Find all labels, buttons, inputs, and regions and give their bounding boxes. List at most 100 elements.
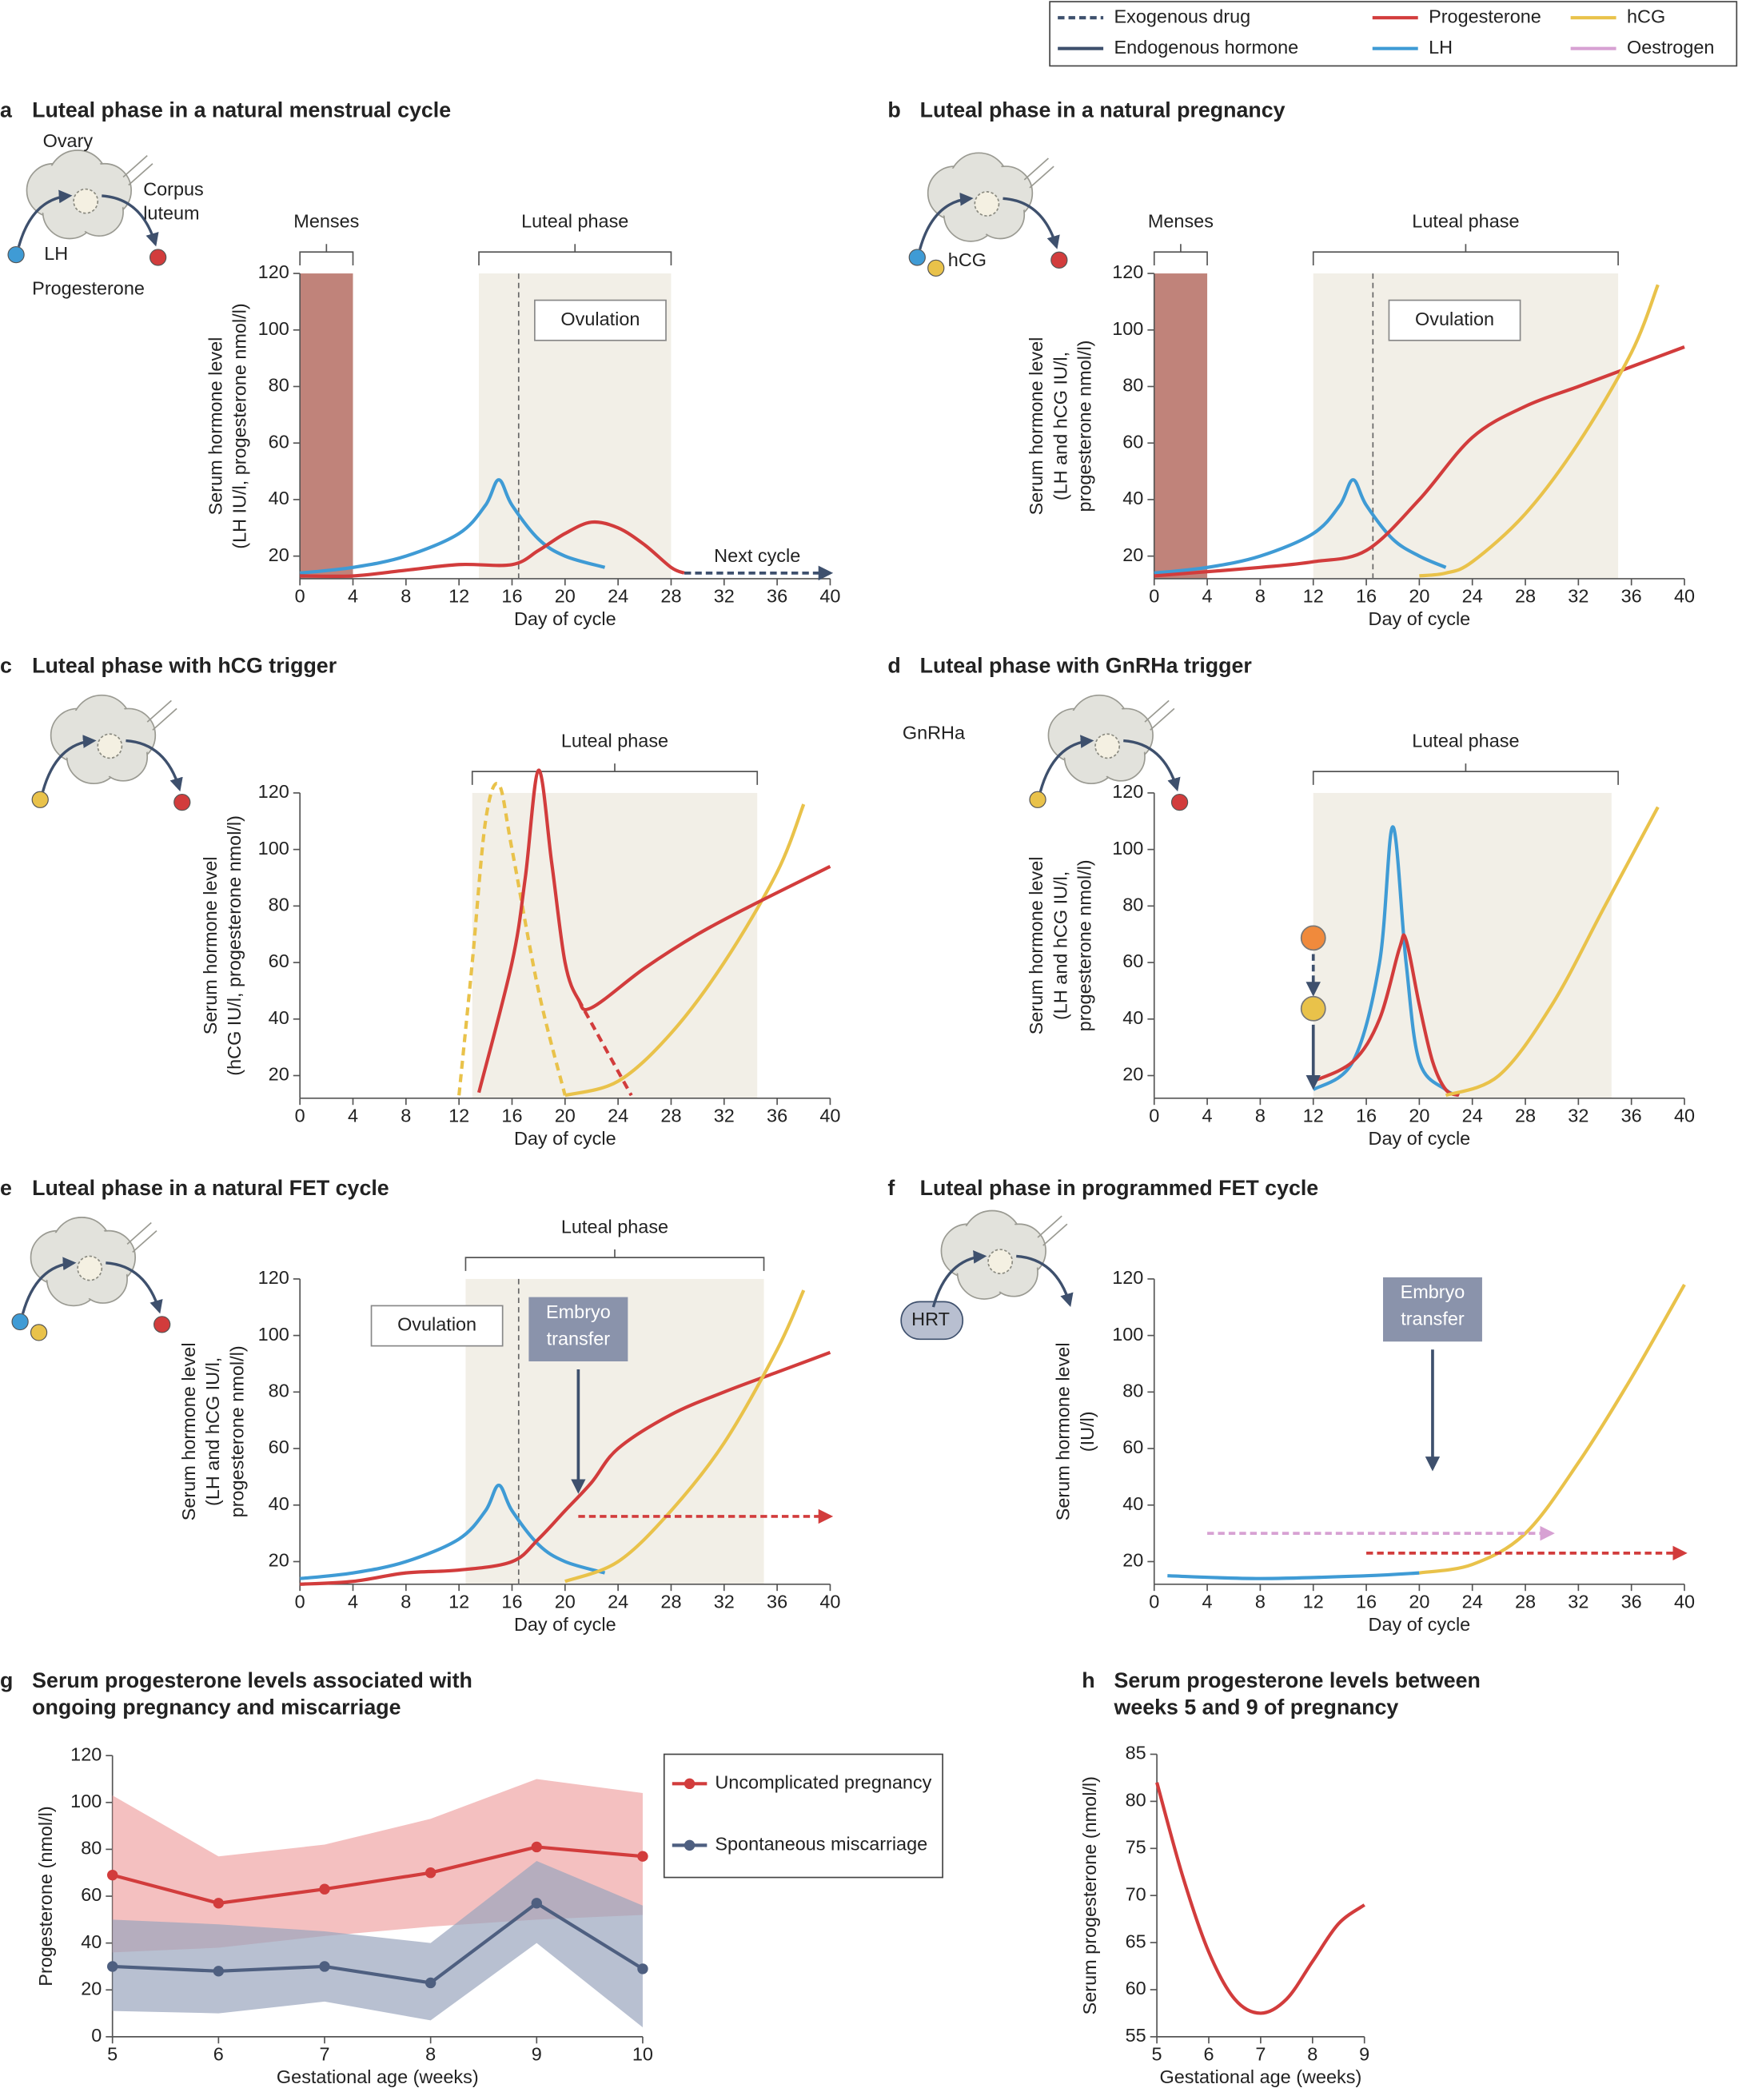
panel-title: Luteal phase in a natural FET cycle [32, 1176, 389, 1200]
x-tick-label: 12 [1303, 1591, 1324, 1612]
y-tick-label: 40 [269, 1493, 289, 1514]
y-axis-label: (LH and hCG IU/l, [1050, 352, 1070, 500]
y-axis-label: Serum hormone level [205, 337, 226, 516]
y-tick-label: 80 [1126, 1790, 1146, 1811]
callout-box [370, 1305, 504, 1347]
panel-letter: f [887, 1176, 895, 1200]
y-tick-label: 80 [1122, 375, 1143, 396]
x-tick-label: 40 [819, 586, 840, 607]
x-axis-label: Day of cycle [1369, 1128, 1471, 1149]
y-axis-label: progesterone nmol/l) [226, 1345, 247, 1517]
point [213, 1898, 225, 1909]
y-tick-label: 20 [81, 1978, 102, 1998]
y-axis-label: (hCG IU/l, progesterone nmol/l) [224, 815, 245, 1076]
series-line [1312, 825, 1460, 1098]
y-axis-label: Serum progesterone (nmol/l) [1079, 1776, 1100, 2014]
ovary-stalk [1037, 1215, 1068, 1246]
y-tick-label: 60 [1122, 431, 1143, 452]
x-tick-label: 32 [1568, 1105, 1589, 1126]
bracket [1312, 244, 1619, 266]
y-tick-label: 80 [269, 895, 289, 915]
hormone-dot [908, 249, 926, 266]
legend-label: Oestrogen [1627, 37, 1714, 58]
x-axis-label: Day of cycle [514, 1128, 616, 1149]
x-tick-label: 4 [1202, 1591, 1213, 1612]
bracket-label: Menses [1148, 211, 1214, 232]
bracket [464, 1249, 765, 1271]
y-tick-label: 40 [1122, 1007, 1143, 1028]
ovary-stalk [1144, 699, 1175, 731]
y-tick-label: 120 [70, 1743, 102, 1764]
icon-arrow [1016, 1254, 1074, 1307]
y-axis-label: (LH and hCG IU/l, [202, 1357, 223, 1506]
x-tick-label: 24 [608, 586, 628, 607]
y-axis-label: progesterone nmol/l) [1074, 341, 1095, 512]
panel-letter: c [0, 654, 12, 678]
region [1154, 273, 1208, 579]
y-tick-label: 55 [1126, 2025, 1146, 2046]
x-tick-label: 4 [348, 1105, 358, 1126]
point [106, 1869, 118, 1881]
x-tick-label: 8 [1255, 586, 1266, 607]
x-tick-label: 20 [1409, 586, 1429, 607]
y-tick-label: 120 [258, 781, 289, 802]
arrow-label: Embryo [546, 1301, 611, 1322]
x-tick-label: 36 [767, 586, 787, 607]
point [106, 1961, 118, 1972]
panel-title: Luteal phase in a natural menstrual cycl… [32, 98, 451, 122]
y-tick-label: 85 [1126, 1743, 1146, 1763]
point [637, 1963, 648, 1974]
ovulation-label: Ovulation [397, 1314, 476, 1335]
icon-label: HRT [911, 1309, 950, 1329]
y-tick-label: 100 [1112, 1324, 1143, 1345]
x-tick-label: 28 [1515, 1105, 1536, 1126]
arrow-label: transfer [547, 1328, 611, 1349]
x-tick-label: 8 [401, 1591, 411, 1612]
y-tick-label: 120 [1112, 261, 1143, 282]
series-line [564, 803, 806, 1098]
x-tick-label: 28 [660, 586, 681, 607]
y-tick-label: 20 [1122, 544, 1143, 565]
series-line [1419, 284, 1660, 578]
hrt-pill [900, 1301, 964, 1341]
point [425, 1977, 436, 1989]
panel-title: weeks 5 and 9 of pregnancy [1114, 1696, 1399, 1719]
point [319, 1883, 330, 1895]
x-tick-label: 20 [1409, 1105, 1429, 1126]
icon-arrow [102, 194, 159, 247]
x-tick-label: 24 [608, 1105, 628, 1126]
x-tick-label: 7 [319, 2044, 329, 2065]
legend-label: Uncomplicated pregnancy [715, 1772, 931, 1793]
x-tick-label: 36 [767, 1105, 787, 1126]
y-axis-label: Serum hormone level [200, 856, 221, 1034]
x-tick-label: 40 [1674, 586, 1695, 607]
x-tick-label: 36 [1621, 586, 1642, 607]
ovulation-label: Ovulation [560, 309, 640, 329]
y-tick-label: 60 [81, 1884, 102, 1905]
icon-arrow [17, 189, 73, 248]
callout-box [534, 299, 667, 341]
y-tick-label: 40 [81, 1931, 102, 1952]
x-tick-label: 9 [1359, 2044, 1369, 2065]
legend-label: Endogenous hormone [1114, 37, 1299, 58]
legend-box [1049, 1, 1738, 67]
panel-letter: a [0, 98, 13, 122]
point [531, 1898, 542, 1909]
corpus-luteum [97, 733, 123, 759]
x-tick-label: 36 [1621, 1591, 1642, 1612]
hormone-dot [173, 794, 191, 811]
x-tick-label: 0 [295, 1591, 305, 1612]
x-tick-label: 12 [1303, 1105, 1324, 1126]
x-tick-label: 16 [1356, 586, 1377, 607]
y-tick-label: 60 [1126, 1978, 1146, 1998]
x-tick-label: 0 [295, 586, 305, 607]
hormone-dot [30, 1324, 48, 1341]
icon-label: GnRHa [903, 722, 966, 743]
legend-box [663, 1753, 943, 1879]
bracket-label: Luteal phase [521, 211, 628, 232]
series-line [112, 1845, 644, 1905]
x-tick-label: 32 [1568, 586, 1589, 607]
y-axis-label: (LH IU/l, progesterone nmol/l) [229, 303, 250, 548]
x-tick-label: 36 [1621, 1105, 1642, 1126]
